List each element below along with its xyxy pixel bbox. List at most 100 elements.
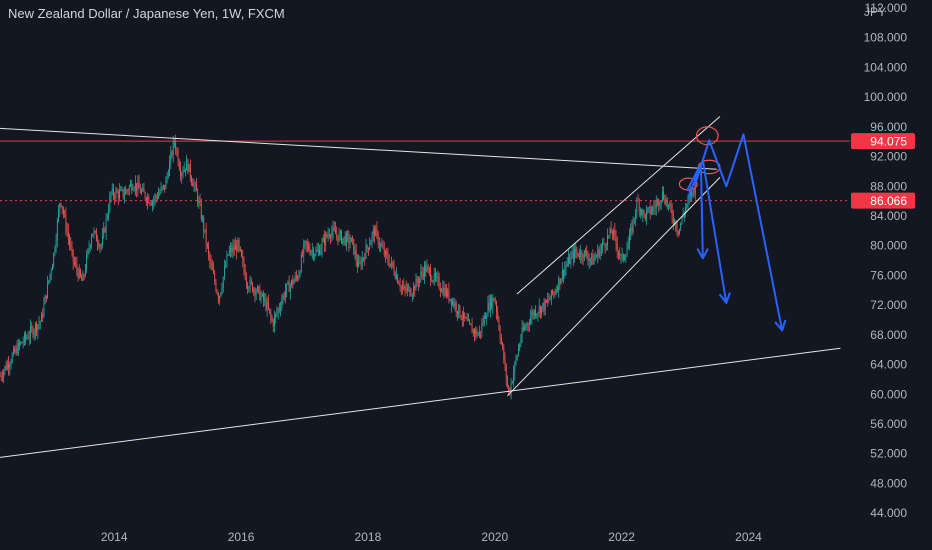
candle-body-461 bbox=[561, 269, 563, 279]
candle-body-414 bbox=[504, 360, 506, 365]
candle-body-430 bbox=[524, 327, 525, 331]
candle-body-253 bbox=[308, 245, 310, 250]
candle-body-424 bbox=[516, 355, 518, 359]
candle-body-323 bbox=[393, 266, 395, 274]
ellipse-top bbox=[695, 126, 719, 146]
candle-body-497 bbox=[605, 245, 607, 247]
candle-body-297 bbox=[361, 258, 363, 266]
candle-body-244 bbox=[297, 276, 299, 280]
candle-body-443 bbox=[539, 306, 541, 314]
candle-body-77 bbox=[93, 231, 95, 235]
candle-body-320 bbox=[389, 263, 391, 266]
candle-body-267 bbox=[325, 234, 327, 246]
candle-body-1 bbox=[0, 375, 2, 377]
candle-body-402 bbox=[489, 297, 491, 310]
candle-body-127 bbox=[154, 195, 156, 200]
candle-body-229 bbox=[278, 308, 280, 310]
candle-body-357 bbox=[435, 273, 436, 278]
candle-body-91 bbox=[110, 192, 112, 197]
candle-body-177 bbox=[215, 281, 217, 291]
candle-body-328 bbox=[399, 284, 401, 288]
candle-body-176 bbox=[214, 273, 216, 282]
candle-body-200 bbox=[243, 260, 245, 270]
candle-body-193 bbox=[235, 245, 236, 250]
candle-body-324 bbox=[394, 273, 396, 279]
candle-body-64 bbox=[77, 270, 79, 278]
candle-body-289 bbox=[352, 237, 353, 239]
candle-body-258 bbox=[314, 254, 316, 257]
candle-body-104 bbox=[126, 190, 128, 191]
candle-body-141 bbox=[171, 152, 173, 156]
candle-body-118 bbox=[143, 188, 145, 193]
candle-body-251 bbox=[305, 241, 307, 245]
candle-body-181 bbox=[220, 292, 222, 297]
candle-body-438 bbox=[533, 310, 535, 316]
candle-body-330 bbox=[402, 286, 403, 289]
candle-body-238 bbox=[289, 284, 291, 292]
candle-body-61 bbox=[73, 261, 75, 264]
y-tick-label: 104.000 bbox=[864, 60, 908, 74]
candle-body-480 bbox=[585, 250, 586, 252]
candle-body-166 bbox=[202, 217, 203, 220]
candle-body-137 bbox=[166, 175, 168, 179]
candle-body-294 bbox=[358, 262, 360, 267]
candle-body-201 bbox=[244, 269, 246, 280]
candle-body-397 bbox=[483, 315, 485, 324]
candle-body-33 bbox=[39, 321, 41, 324]
candle-body-537 bbox=[654, 207, 656, 209]
candle-body-228 bbox=[277, 308, 279, 313]
price-label: 94.075 bbox=[870, 135, 907, 149]
candle-body-259 bbox=[315, 250, 317, 255]
candle-body-237 bbox=[288, 281, 290, 292]
candle-body-312 bbox=[380, 244, 382, 246]
candle-body-51 bbox=[61, 206, 63, 210]
candle-body-434 bbox=[528, 323, 530, 325]
candle-body-545 bbox=[664, 198, 666, 204]
candle-body-130 bbox=[158, 194, 160, 199]
candle-body-451 bbox=[549, 298, 551, 300]
candle-body-365 bbox=[444, 288, 446, 296]
candle-body-37 bbox=[44, 295, 46, 304]
candle-body-216 bbox=[263, 293, 264, 301]
candle-body-349 bbox=[425, 265, 427, 272]
candle-body-371 bbox=[452, 300, 453, 305]
candle-body-553 bbox=[674, 220, 676, 224]
candle-body-173 bbox=[210, 261, 212, 265]
candle-body-302 bbox=[367, 247, 369, 250]
candle-body-375 bbox=[457, 311, 458, 314]
candle-body-378 bbox=[460, 316, 462, 319]
price-label: 86.066 bbox=[870, 194, 907, 208]
candle-body-346 bbox=[421, 272, 423, 274]
candle-body-115 bbox=[139, 188, 141, 194]
candle-body-372 bbox=[453, 300, 455, 307]
candle-body-113 bbox=[137, 182, 139, 191]
candle-body-474 bbox=[577, 252, 579, 256]
candle-body-280 bbox=[341, 231, 342, 243]
candle-body-8 bbox=[9, 364, 11, 368]
candle-body-94 bbox=[114, 195, 116, 199]
candle-body-440 bbox=[536, 314, 538, 316]
candle-body-282 bbox=[343, 236, 345, 239]
candle-body-196 bbox=[238, 239, 240, 248]
candle-body-268 bbox=[326, 234, 328, 237]
candle-body-186 bbox=[226, 255, 228, 266]
candle-body-368 bbox=[448, 289, 450, 301]
candle-body-341 bbox=[415, 278, 417, 291]
candle-body-550 bbox=[670, 203, 672, 210]
candle-body-22 bbox=[26, 337, 28, 339]
candle-body-366 bbox=[446, 288, 447, 297]
candle-body-133 bbox=[161, 186, 163, 188]
candle-body-110 bbox=[133, 188, 135, 190]
candle-body-154 bbox=[187, 160, 189, 173]
candle-body-3 bbox=[3, 371, 5, 377]
candle-body-142 bbox=[172, 141, 174, 156]
y-tick-label: 52.000 bbox=[870, 447, 907, 461]
candle-body-555 bbox=[676, 228, 678, 231]
y-tick-label: 92.000 bbox=[870, 150, 907, 164]
candle-body-538 bbox=[655, 202, 657, 208]
candle-body-342 bbox=[416, 278, 418, 282]
candle-body-556 bbox=[677, 230, 679, 234]
candle-body-108 bbox=[131, 183, 133, 191]
candle-body-160 bbox=[194, 183, 196, 185]
